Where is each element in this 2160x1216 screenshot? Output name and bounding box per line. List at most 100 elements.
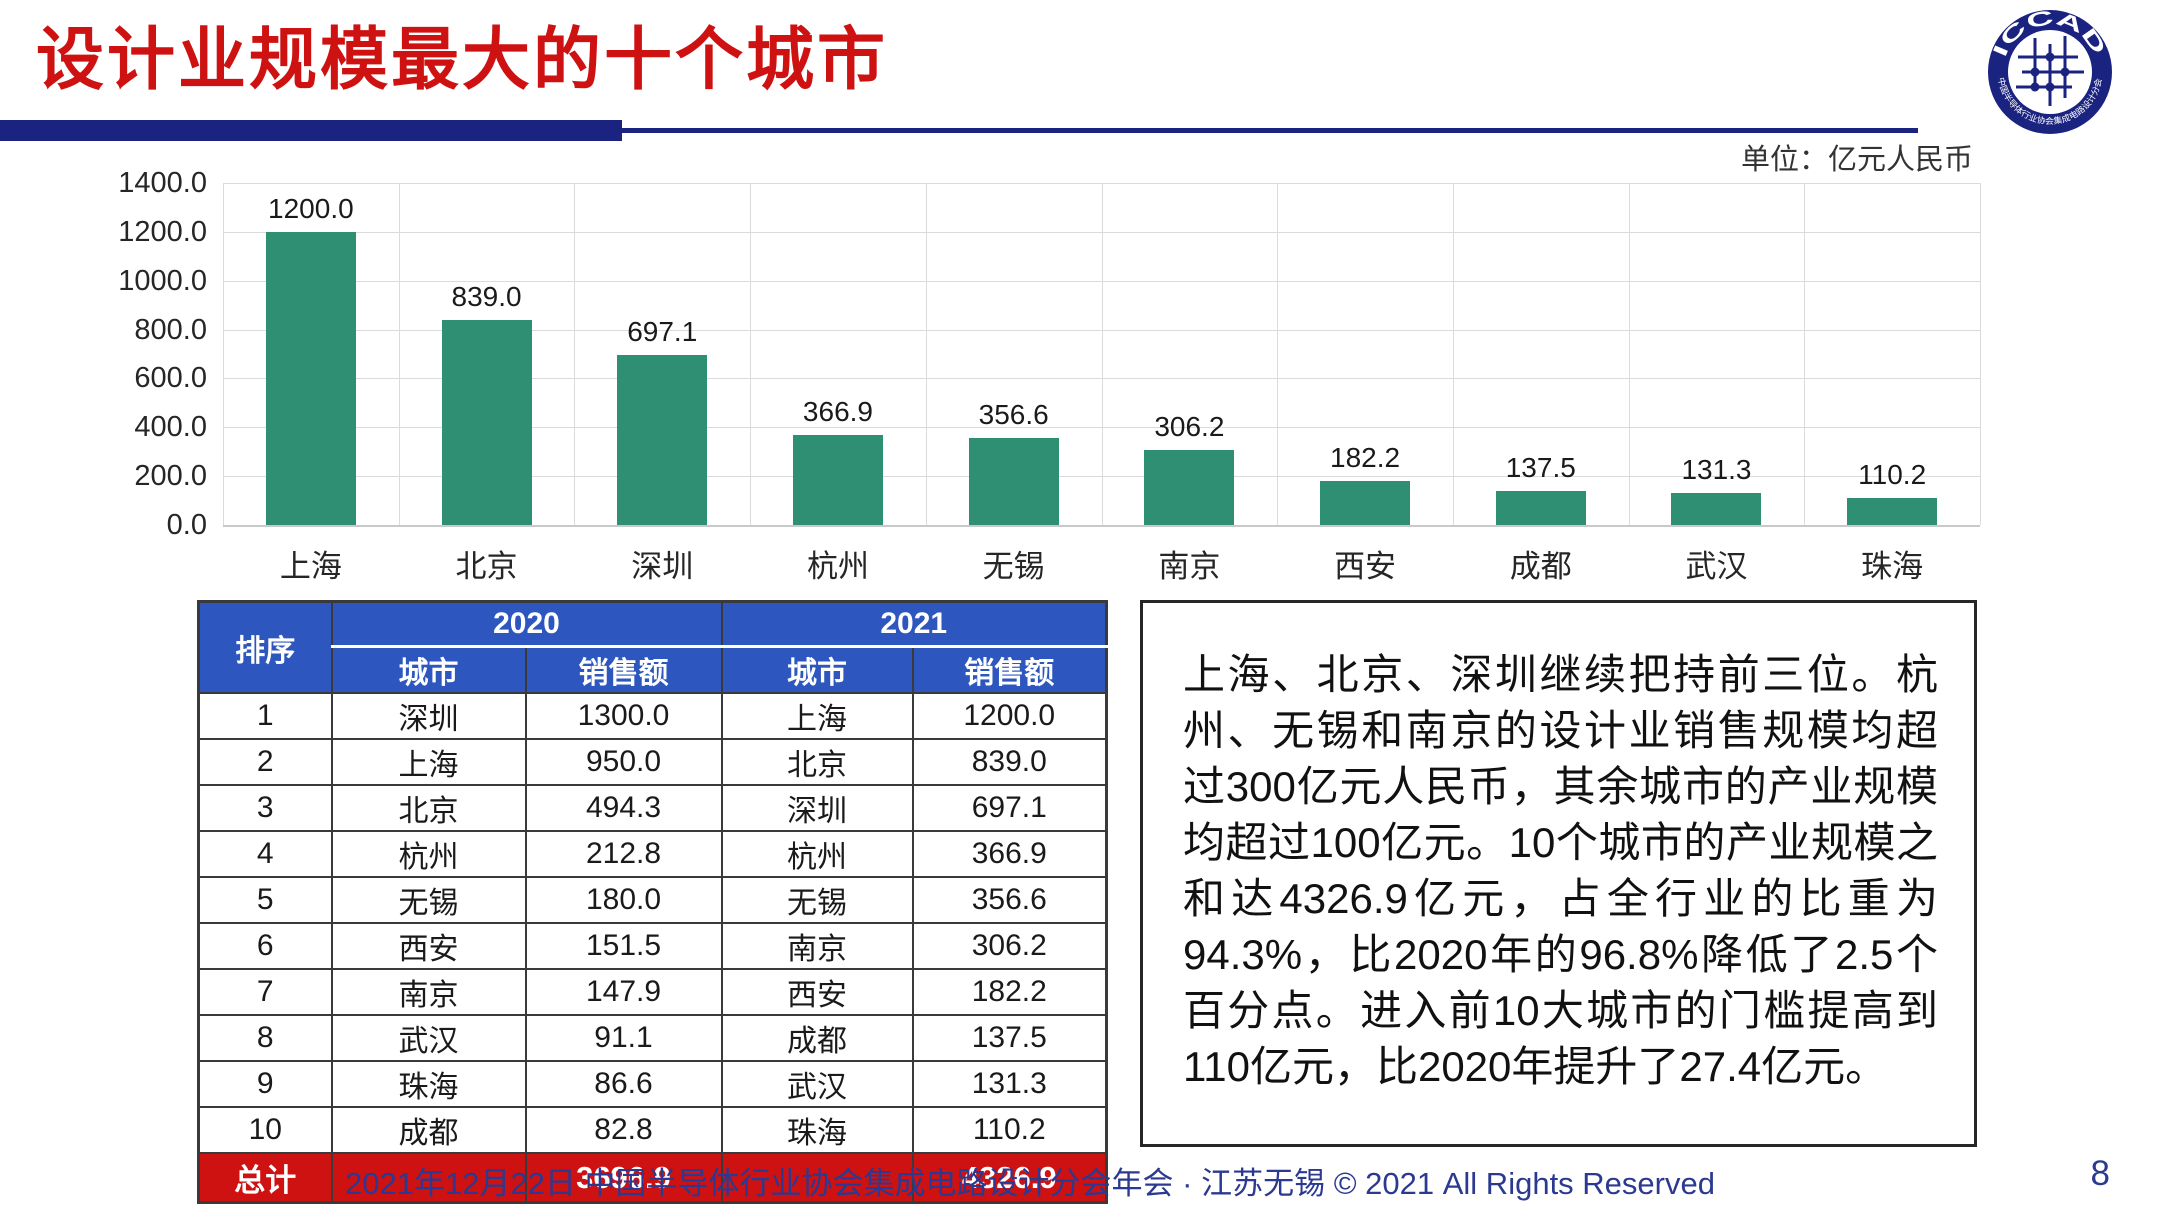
chart-plot-area: 1200.0 839.0 697.1 366.9 356.6 306.2 182.2 137.… bbox=[223, 183, 1981, 527]
table-total-row: 总计 3696.9 4326.9 bbox=[197, 1152, 1108, 1204]
bar-value-label: 697.1 bbox=[627, 315, 698, 347]
bar bbox=[1671, 492, 1762, 525]
y-axis-tick-label: 0.0 bbox=[166, 509, 207, 541]
vertical-gridline bbox=[750, 183, 752, 525]
bar bbox=[1144, 450, 1235, 525]
vertical-gridline bbox=[925, 183, 927, 525]
sales-2020-cell: 86.6 bbox=[524, 1060, 723, 1108]
sales-2020-cell: 212.8 bbox=[524, 830, 723, 878]
rank-cell: 6 bbox=[197, 922, 333, 970]
city-2021-cell: 武汉 bbox=[720, 1060, 914, 1108]
vertical-gridline bbox=[223, 183, 224, 525]
city-2021-cell: 南京 bbox=[720, 922, 914, 970]
city-2020-cell: 无锡 bbox=[330, 876, 527, 924]
x-axis-category-label: 无锡 bbox=[982, 549, 1045, 584]
sales-2020-cell: 151.5 bbox=[524, 922, 723, 970]
bar bbox=[617, 354, 708, 525]
rank-cell: 1 bbox=[197, 692, 333, 740]
sales-2020-cell: 91.1 bbox=[524, 1014, 723, 1062]
city-2020-cell: 南京 bbox=[330, 968, 527, 1016]
city-2021-cell: 深圳 bbox=[720, 784, 914, 832]
logo-circuit-dots bbox=[2030, 52, 2070, 92]
rank-cell: 2 bbox=[197, 738, 333, 786]
sales-2020-header: 销售额 bbox=[524, 645, 723, 694]
city-2020-cell: 北京 bbox=[330, 784, 527, 832]
vertical-gridline bbox=[1980, 183, 1981, 525]
table-row: 2 上海 950.0 北京 839.0 bbox=[197, 738, 1108, 786]
bar-column: 697.1 bbox=[574, 183, 750, 525]
sales-2021-cell: 366.9 bbox=[911, 830, 1108, 878]
vertical-gridline bbox=[1101, 183, 1103, 525]
x-axis: 上海 北京 深圳 杭州 无锡 南京 西安 成都 武汉 珠海 bbox=[223, 541, 1980, 586]
table-row: 6 西安 151.5 南京 306.2 bbox=[197, 922, 1108, 970]
bar-value-label: 366.9 bbox=[802, 396, 873, 428]
bar bbox=[968, 437, 1059, 525]
bar-column: 182.2 bbox=[1277, 183, 1453, 525]
x-axis-category-label: 深圳 bbox=[631, 549, 694, 584]
city-2021-header: 城市 bbox=[720, 645, 914, 694]
sales-2021-cell: 306.2 bbox=[911, 922, 1108, 970]
commentary-box: 上海、北京、深圳继续把持前三位。杭州、无锡和南京的设计业销售规模均超过300亿元… bbox=[1140, 600, 1977, 1147]
sales-2021-cell: 137.5 bbox=[911, 1014, 1108, 1062]
sales-2020-cell: 494.3 bbox=[524, 784, 723, 832]
x-axis-category-label: 北京 bbox=[455, 549, 518, 584]
x-axis-category-label: 南京 bbox=[1158, 549, 1221, 584]
vertical-gridline bbox=[574, 183, 576, 525]
city-2020-cell: 西安 bbox=[330, 922, 527, 970]
table-row: 3 北京 494.3 深圳 697.1 bbox=[197, 784, 1108, 832]
city-2020-cell: 珠海 bbox=[330, 1060, 527, 1108]
sales-2021-header: 销售额 bbox=[911, 645, 1108, 694]
title-divider-line bbox=[0, 128, 1918, 133]
commentary-text: 上海、北京、深圳继续把持前三位。杭州、无锡和南京的设计业销售规模均超过300亿元… bbox=[1183, 651, 1938, 1090]
rank-cell: 9 bbox=[197, 1060, 333, 1108]
rank-cell: 3 bbox=[197, 784, 333, 832]
city-2021-cell: 杭州 bbox=[720, 830, 914, 878]
empty-cell bbox=[330, 1152, 527, 1204]
city-2021-cell: 无锡 bbox=[720, 876, 914, 924]
vertical-gridline bbox=[398, 183, 400, 525]
unit-label: 单位：亿元人民币 bbox=[1740, 144, 1973, 176]
bar-value-label: 306.2 bbox=[1154, 411, 1225, 443]
bar-column: 1200.0 bbox=[223, 183, 399, 525]
bar-value-label: 356.6 bbox=[978, 398, 1049, 430]
total-2021-cell: 4326.9 bbox=[911, 1152, 1108, 1204]
x-axis-category-label: 西安 bbox=[1334, 549, 1397, 584]
bar-column: 366.9 bbox=[750, 183, 926, 525]
y-axis-tick-label: 1200.0 bbox=[118, 215, 207, 248]
y-axis-tick-label: 200.0 bbox=[134, 460, 207, 493]
bar-value-label: 110.2 bbox=[1858, 459, 1927, 491]
x-axis-category-label: 武汉 bbox=[1685, 549, 1748, 584]
vertical-gridline bbox=[1277, 183, 1279, 525]
bar bbox=[1495, 491, 1586, 525]
footer-text: 2021年12月22日 中国半导体行业协会集成电路设计分会年会 · 江苏无锡 ©… bbox=[345, 1166, 1715, 1201]
table-row: 1 深圳 1300.0 上海 1200.0 bbox=[197, 692, 1108, 740]
bar bbox=[265, 231, 356, 525]
bars-container: 1200.0 839.0 697.1 366.9 356.6 306.2 182.2 137.… bbox=[223, 183, 1980, 525]
bar-value-label: 1200.0 bbox=[268, 192, 354, 224]
iccad-logo: ICCAD 中国半导体行业协会集成电路设计分会 bbox=[1988, 8, 2112, 134]
rank-column-header: 排序 bbox=[197, 600, 333, 694]
rank-cell: 8 bbox=[197, 1014, 333, 1062]
sales-2020-cell: 1300.0 bbox=[524, 692, 723, 740]
bar bbox=[1847, 498, 1938, 525]
sales-2020-cell: 180.0 bbox=[524, 876, 723, 924]
table-row: 8 武汉 91.1 成都 137.5 bbox=[197, 1014, 1108, 1062]
table-row: 5 无锡 180.0 无锡 356.6 bbox=[197, 876, 1108, 924]
sales-2020-cell: 147.9 bbox=[524, 968, 723, 1016]
sales-2021-cell: 356.6 bbox=[911, 876, 1108, 924]
bar-column: 137.5 bbox=[1453, 183, 1629, 525]
city-2021-cell: 成都 bbox=[720, 1014, 914, 1062]
table-row: 9 珠海 86.6 武汉 131.3 bbox=[197, 1060, 1108, 1108]
sales-2021-cell: 131.3 bbox=[911, 1060, 1108, 1108]
bar-value-label: 839.0 bbox=[451, 281, 522, 313]
sales-2021-cell: 182.2 bbox=[911, 968, 1108, 1016]
city-2020-cell: 武汉 bbox=[330, 1014, 527, 1062]
rank-cell: 7 bbox=[197, 968, 333, 1016]
bar bbox=[1320, 480, 1411, 525]
rank-cell: 10 bbox=[197, 1106, 333, 1154]
sales-2020-cell: 82.8 bbox=[524, 1106, 723, 1154]
vertical-gridline bbox=[1804, 183, 1806, 525]
x-axis-category-label: 上海 bbox=[279, 549, 342, 584]
sales-2021-cell: 110.2 bbox=[911, 1106, 1108, 1154]
